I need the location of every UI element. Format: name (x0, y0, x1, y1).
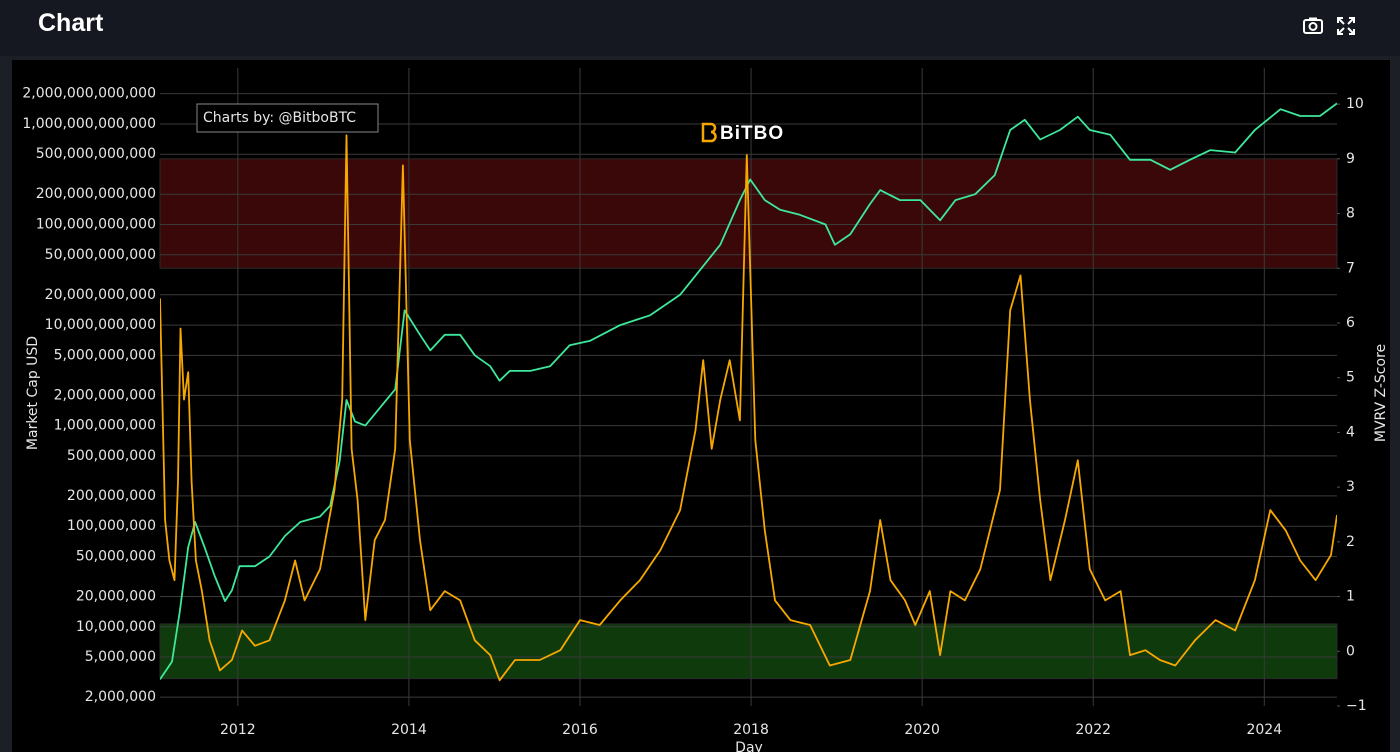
y-tick-label: 100,000,000,000 (36, 217, 156, 233)
y-tick-label: 2,000,000,000 (54, 387, 156, 403)
y2-tick-label: 10 (1346, 96, 1364, 112)
y-tick-label: 50,000,000 (76, 548, 156, 564)
y-tick-label: 10,000,000,000 (45, 317, 156, 333)
x-tick-label: 2024 (1246, 722, 1282, 738)
x-tick-label: 2018 (733, 722, 769, 738)
annotation-box (196, 103, 379, 133)
page-title: Chart (38, 9, 104, 37)
zone-band (159, 623, 1338, 680)
camera-icon[interactable] (1302, 16, 1324, 36)
x-tick-label: 2012 (220, 722, 256, 738)
y2-tick-label: 0 (1346, 643, 1355, 659)
chart: 2,000,0005,000,00010,000,00020,000,00050… (12, 60, 1390, 752)
y2-tick-label: 4 (1346, 424, 1355, 440)
y-axis-title: Market Cap USD (25, 336, 41, 450)
y-tick-label: 200,000,000,000 (36, 186, 156, 202)
x-tick-label: 2020 (904, 722, 940, 738)
y-tick-label: 1,000,000,000 (54, 418, 156, 434)
x-tick-label: 2014 (391, 722, 427, 738)
x-tick-label: 2016 (562, 722, 598, 738)
x-axis-title: Day (735, 740, 763, 752)
y-tick-label: 50,000,000,000 (45, 247, 156, 263)
y-tick-label: 500,000,000,000 (36, 146, 156, 162)
watermark: BiTBO (720, 123, 784, 144)
series-line (160, 102, 1337, 680)
y2-tick-label: 2 (1346, 534, 1355, 550)
y-tick-label: 500,000,000 (67, 448, 156, 464)
y2-tick-label: −1 (1346, 698, 1367, 714)
y-tick-label: 10,000,000 (76, 619, 156, 635)
watermark-logo (701, 122, 717, 143)
fullscreen-icon[interactable] (1336, 16, 1356, 36)
y-tick-label: 100,000,000 (67, 518, 156, 534)
y-tick-label: 20,000,000,000 (45, 287, 156, 303)
y2-tick-label: 8 (1346, 206, 1355, 222)
y2-tick-label: 5 (1346, 370, 1355, 386)
y2-tick-label: 1 (1346, 589, 1355, 605)
y2-tick-label: 6 (1346, 315, 1355, 331)
y-tick-label: 200,000,000 (67, 488, 156, 504)
y-tick-label: 20,000,000 (76, 588, 156, 604)
y2-axis-title: MVRV Z-Score (1373, 344, 1389, 442)
y2-tick-label: 7 (1346, 260, 1355, 276)
y2-tick-label: 9 (1346, 151, 1355, 167)
y-tick-label: 2,000,000 (85, 689, 156, 705)
y-tick-label: 5,000,000 (85, 649, 156, 665)
y-tick-label: 1,000,000,000,000 (22, 116, 156, 132)
series-line (160, 134, 1337, 682)
x-tick-label: 2022 (1075, 722, 1111, 738)
annotation: Charts by: @BitboBTC (203, 110, 356, 126)
y-tick-label: 2,000,000,000,000 (22, 86, 156, 102)
header: Chart (0, 0, 1400, 56)
y2-tick-label: 3 (1346, 479, 1355, 495)
y-tick-label: 5,000,000,000 (54, 347, 156, 363)
